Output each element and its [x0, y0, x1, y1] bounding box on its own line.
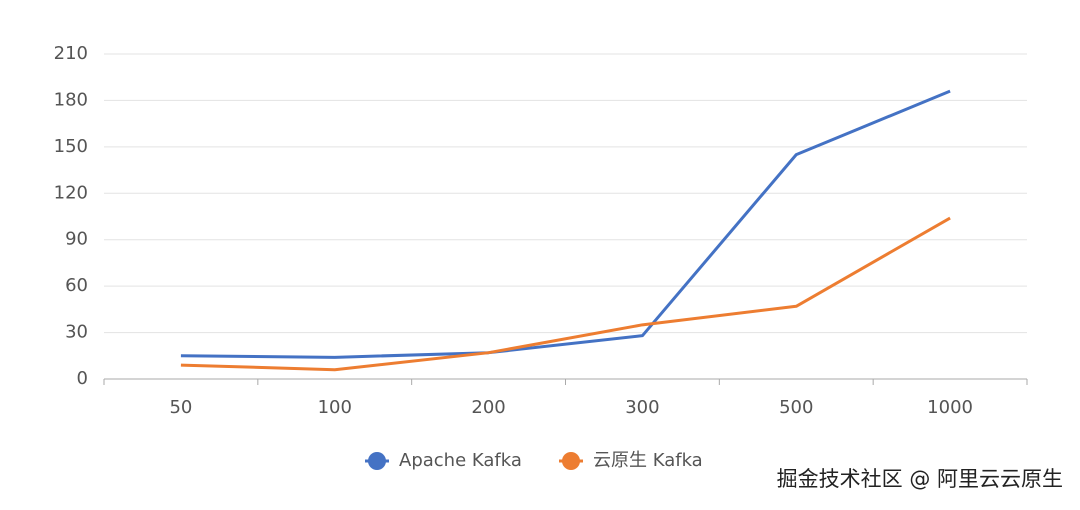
y-tick-label: 60 — [65, 275, 88, 296]
y-tick-label: 0 — [77, 368, 88, 389]
y-tick-label: 150 — [54, 136, 88, 157]
x-tick-label: 50 — [169, 397, 192, 418]
y-tick-label: 90 — [65, 229, 88, 250]
y-tick-label: 30 — [65, 322, 88, 343]
x-tick-label: 1000 — [927, 397, 973, 418]
x-tick-label: 300 — [625, 397, 659, 418]
series-line — [180, 89, 951, 359]
y-tick-label: 210 — [54, 43, 88, 64]
legend-label: Apache Kafka — [399, 450, 522, 471]
y-tick-label: 180 — [54, 89, 88, 110]
x-tick-label: 500 — [779, 397, 813, 418]
x-tick-label: 200 — [471, 397, 505, 418]
y-tick-label: 120 — [54, 182, 88, 203]
legend-marker — [368, 452, 386, 470]
x-tick-label: 100 — [318, 397, 352, 418]
legend-marker — [562, 452, 580, 470]
series-line — [180, 216, 951, 372]
watermark: 掘金技术社区 @ 阿里云云原生 — [777, 467, 1063, 491]
legend-label: 云原生 Kafka — [593, 450, 703, 471]
